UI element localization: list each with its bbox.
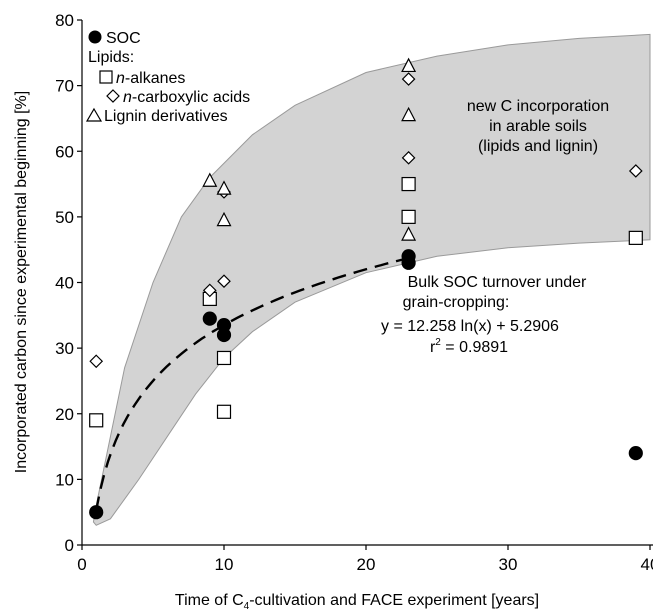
lignin-point [202, 172, 218, 187]
legend-soc-marker [88, 30, 102, 44]
y-tick-label: 0 [65, 536, 74, 555]
x-tick-label: 40 [641, 555, 653, 574]
legend-alkanes-marker [99, 70, 113, 84]
soc-point [89, 505, 104, 520]
fit-curve [95, 256, 409, 511]
fit-r-squared: r2 = 0.9891 [430, 337, 508, 356]
carboxylic-point [401, 150, 416, 165]
x-axis-title: Time of C4-cultivation and FACE experime… [175, 592, 539, 612]
alkanes-point [89, 413, 104, 428]
band-annotation-line2: in arable soils [489, 118, 587, 135]
lignin-point [401, 106, 417, 122]
y-tick-label: 50 [55, 208, 74, 227]
y-tick-label: 80 [55, 11, 74, 30]
legend-lignin-marker [85, 107, 103, 122]
series-triangle [202, 57, 417, 241]
lignin-point [401, 226, 417, 241]
carboxylic-point [628, 164, 643, 178]
y-tick-label: 40 [55, 274, 74, 293]
band-annotation: new C incorporation in arable soils (lip… [467, 98, 609, 155]
fit-line [95, 256, 409, 511]
carboxylic-point [89, 354, 104, 369]
alkanes-point [216, 404, 232, 419]
band-area [92, 33, 651, 526]
alkanes-point [401, 176, 416, 192]
soc-point [202, 311, 217, 326]
legend-lignin-label: Lignin derivatives [104, 108, 228, 125]
uncertainty-band [92, 33, 651, 526]
soc-point [628, 446, 643, 461]
carboxylic-point [401, 72, 416, 86]
alkanes-point [401, 209, 416, 224]
soc-point [401, 255, 416, 270]
x-tick-label: 10 [215, 555, 234, 574]
legend: SOC Lipids: n-alkanes n-carboxylic acids… [85, 30, 250, 125]
carboxylic-point [202, 283, 217, 298]
legend-soc-label: SOC [106, 30, 141, 47]
y-tick-label: 70 [55, 77, 74, 96]
fit-equation: y = 12.258 ln(x) + 5.2906 [381, 318, 559, 335]
band-annotation-line3: (lipids and lignin) [478, 138, 598, 155]
soc-point [216, 327, 232, 343]
series-square [89, 176, 643, 428]
legend-carboxylic-marker [106, 89, 120, 103]
alkanes-point [628, 230, 643, 245]
y-tick-label: 10 [55, 470, 74, 489]
x-tick-label: 0 [77, 555, 86, 574]
carboxylic-point [217, 274, 231, 289]
lignin-point [216, 180, 232, 195]
lignin-point [216, 211, 232, 227]
fit-annotation-line2: grain-cropping: [403, 294, 510, 311]
x-tick-label: 30 [499, 555, 518, 574]
alkanes-point [216, 350, 232, 366]
x-tick-label: 20 [357, 555, 376, 574]
legend-lipids-heading: Lipids: [88, 49, 134, 66]
legend-carboxylic-label: n-carboxylic acids [123, 89, 250, 106]
tick-labels: 0 10 20 30 40 50 60 70 80 0 10 20 30 40 [55, 11, 653, 574]
fit-annotation: Bulk SOC turnover under grain-cropping: … [381, 274, 587, 356]
fit-annotation-line1: Bulk SOC turnover under [408, 274, 587, 291]
y-tick-label: 30 [55, 339, 74, 358]
legend-alkanes-label: n-alkanes [116, 70, 185, 87]
y-tick-label: 20 [55, 405, 74, 424]
y-tick-label: 60 [55, 142, 74, 161]
band-annotation-line1: new C incorporation [467, 98, 609, 115]
y-axis-title: Incorporated carbon since experimental b… [13, 91, 30, 473]
series-circle [89, 249, 643, 520]
data-points [89, 57, 643, 520]
lignin-point [401, 57, 417, 73]
